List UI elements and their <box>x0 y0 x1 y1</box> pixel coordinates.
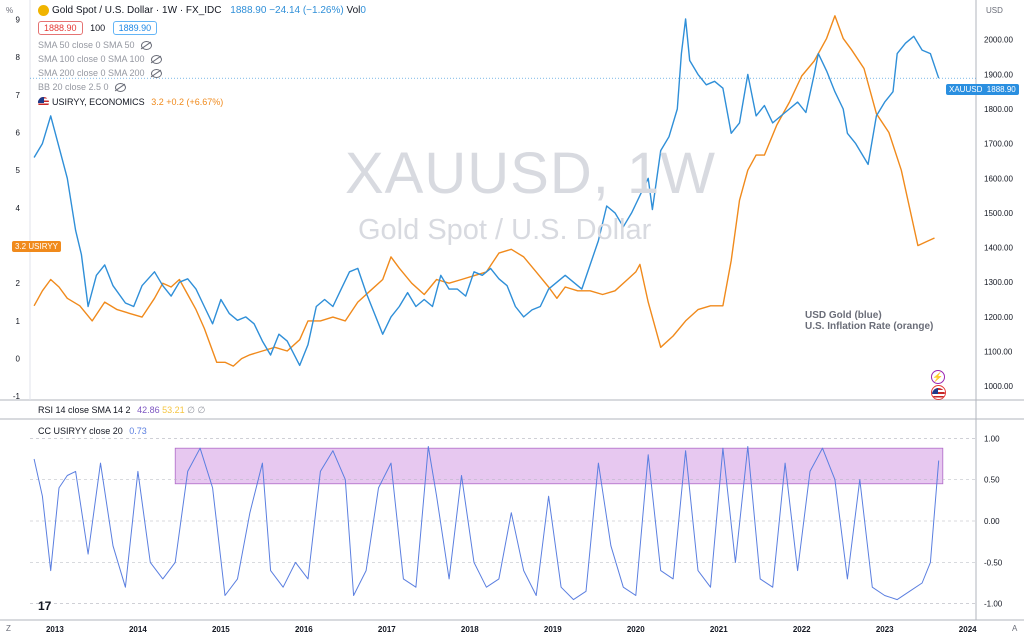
indicator-label: SMA 200 close 0 SMA 200 <box>38 68 145 78</box>
cc-legend[interactable]: CC USIRYY close 20 0.73 <box>38 425 147 437</box>
rsi-value: 42.86 <box>137 405 160 415</box>
us-flag-icon <box>38 97 49 109</box>
zoom-toggle[interactable]: Z <box>6 624 11 633</box>
indicator-sma200[interactable]: SMA 200 close 0 SMA 200 <box>38 67 162 79</box>
economic-event-icon[interactable] <box>931 385 946 400</box>
watermark-description: Gold Spot / U.S. Dollar <box>358 214 652 246</box>
time-tick-label: 2020 <box>627 625 645 634</box>
inflation-tag: 3.2 USIRYY <box>12 241 61 252</box>
currency-selector[interactable]: USD <box>986 6 1003 15</box>
price-tag: XAUUSD 1888.90 <box>946 84 1019 95</box>
watermark-symbol: XAUUSD, 1W <box>345 141 716 206</box>
price-tag-value: 1888.90 <box>986 85 1016 94</box>
lightning-event-icon[interactable]: ⚡ <box>931 370 945 384</box>
price-tick-label: 1600.00 <box>984 174 1013 183</box>
time-tick-label: 2017 <box>378 625 396 634</box>
rsi-legend[interactable]: RSI 14 close SMA 14 2 42.86 53.21 ∅ ∅ <box>38 404 205 416</box>
overlay-label: USIRYY, ECONOMICS <box>52 97 145 107</box>
time-tick-label: 2019 <box>544 625 562 634</box>
indicator-label: SMA 50 close 0 SMA 50 <box>38 40 135 50</box>
overlay-change: +0.2 (+6.67%) <box>166 97 224 107</box>
indicator-sma100[interactable]: SMA 100 close 0 SMA 100 <box>38 53 162 65</box>
symbol-legend[interactable]: Gold Spot / U.S. Dollar · 1W · FX_IDC 18… <box>38 5 366 17</box>
inflation-tick-label: 8 <box>16 53 21 62</box>
time-tick-label: 2014 <box>129 625 147 634</box>
cc-tick-label: 0.50 <box>984 476 1000 485</box>
cc-value: 0.73 <box>129 426 147 436</box>
vol-value: 0 <box>360 5 366 17</box>
rsi-sma-value: 53.21 <box>162 405 185 415</box>
price-tick-label: 1700.00 <box>984 140 1013 149</box>
hidden-eye-icon[interactable] <box>150 69 162 79</box>
percent-scale-toggle[interactable]: % <box>6 6 14 15</box>
overlay-legend[interactable]: USIRYY, ECONOMICS 3.2 +0.2 (+6.67%) <box>38 96 224 109</box>
inflation-tick-label: 1 <box>16 317 21 326</box>
cc-tick-label: -1.00 <box>984 600 1003 609</box>
vol-label: Vol <box>346 5 361 17</box>
time-tick-label: 2016 <box>295 625 313 634</box>
time-tick-label: 2024 <box>959 625 977 634</box>
annotation-gold: USD Gold (blue) <box>805 310 882 321</box>
price-tick-label: 1200.00 <box>984 313 1013 322</box>
inflation-tick-label: 5 <box>16 166 21 175</box>
highlight-band <box>174 447 944 485</box>
time-tick-label: 2013 <box>46 625 64 634</box>
bid-ask-row: 1888.90 100 1889.90 <box>38 21 158 35</box>
price-tag-symbol: XAUUSD <box>949 85 983 94</box>
gold-coin-icon <box>38 5 49 16</box>
tradingview-logo: 17 <box>38 599 52 613</box>
inflation-tick-label: 4 <box>16 204 21 213</box>
hidden-eye-icon[interactable] <box>140 41 152 51</box>
inflation-tag-value: 3.2 <box>15 242 27 251</box>
time-tick-label: 2021 <box>710 625 728 634</box>
price-tick-label: 1100.00 <box>984 348 1013 357</box>
overlay-value: 3.2 <box>151 97 164 107</box>
rsi-null-2: ∅ <box>197 405 206 415</box>
time-tick-label: 2018 <box>461 625 479 634</box>
inflation-tick-label: 0 <box>16 355 21 364</box>
hidden-eye-icon[interactable] <box>150 55 162 65</box>
indicator-sma50[interactable]: SMA 50 close 0 SMA 50 <box>38 39 152 51</box>
spread-value: 100 <box>90 23 106 33</box>
time-tick-label: 2023 <box>876 625 894 634</box>
price-tick-label: 1900.00 <box>984 70 1013 79</box>
indicator-bb[interactable]: BB 20 close 2.5 0 <box>38 81 126 93</box>
price-tick-label: 1500.00 <box>984 209 1013 218</box>
gold-price-line <box>33 18 940 367</box>
us-flag-icon <box>932 388 945 399</box>
rsi-null-1: ∅ <box>187 405 196 415</box>
price-tick-label: 1000.00 <box>984 382 1013 391</box>
cc-tick-label: 0.00 <box>984 517 1000 526</box>
inflation-tick-label: 9 <box>16 16 21 25</box>
price-stats: 1888.90 −24.14 (−1.26%) <box>230 5 344 17</box>
cc-tick-label: -0.50 <box>984 558 1003 567</box>
indicator-label: BB 20 close 2.5 0 <box>38 82 109 92</box>
inflation-tag-symbol: USIRYY <box>28 242 58 251</box>
rsi-label: RSI 14 close SMA 14 2 <box>38 405 131 415</box>
inflation-tick-label: 7 <box>16 91 21 100</box>
inflation-tick-label: -1 <box>13 392 21 401</box>
price-tick-label: 2000.00 <box>984 36 1013 45</box>
cc-tick-label: 1.00 <box>984 434 1000 443</box>
cc-label: CC USIRYY close 20 <box>38 426 123 436</box>
inflation-tick-label: 6 <box>16 129 21 138</box>
chart-annotation: USD Gold (blue) U.S. Inflation Rate (ora… <box>805 310 933 332</box>
symbol-title: Gold Spot / U.S. Dollar · 1W · FX_IDC <box>52 5 222 17</box>
inflation-tick-label: 2 <box>16 279 21 288</box>
correlation-line <box>33 446 940 601</box>
indicator-label: SMA 100 close 0 SMA 100 <box>38 54 145 64</box>
annotation-inflation: U.S. Inflation Rate (orange) <box>805 321 934 332</box>
price-tick-label: 1400.00 <box>984 244 1013 253</box>
auto-scale-toggle[interactable]: A <box>1012 624 1018 633</box>
time-tick-label: 2022 <box>793 625 811 634</box>
hidden-eye-icon[interactable] <box>114 83 126 93</box>
price-tick-label: 1800.00 <box>984 105 1013 114</box>
sell-button[interactable]: 1888.90 <box>38 21 83 35</box>
price-tick-label: 1300.00 <box>984 278 1013 287</box>
time-tick-label: 2015 <box>212 625 230 634</box>
buy-button[interactable]: 1889.90 <box>112 21 158 35</box>
